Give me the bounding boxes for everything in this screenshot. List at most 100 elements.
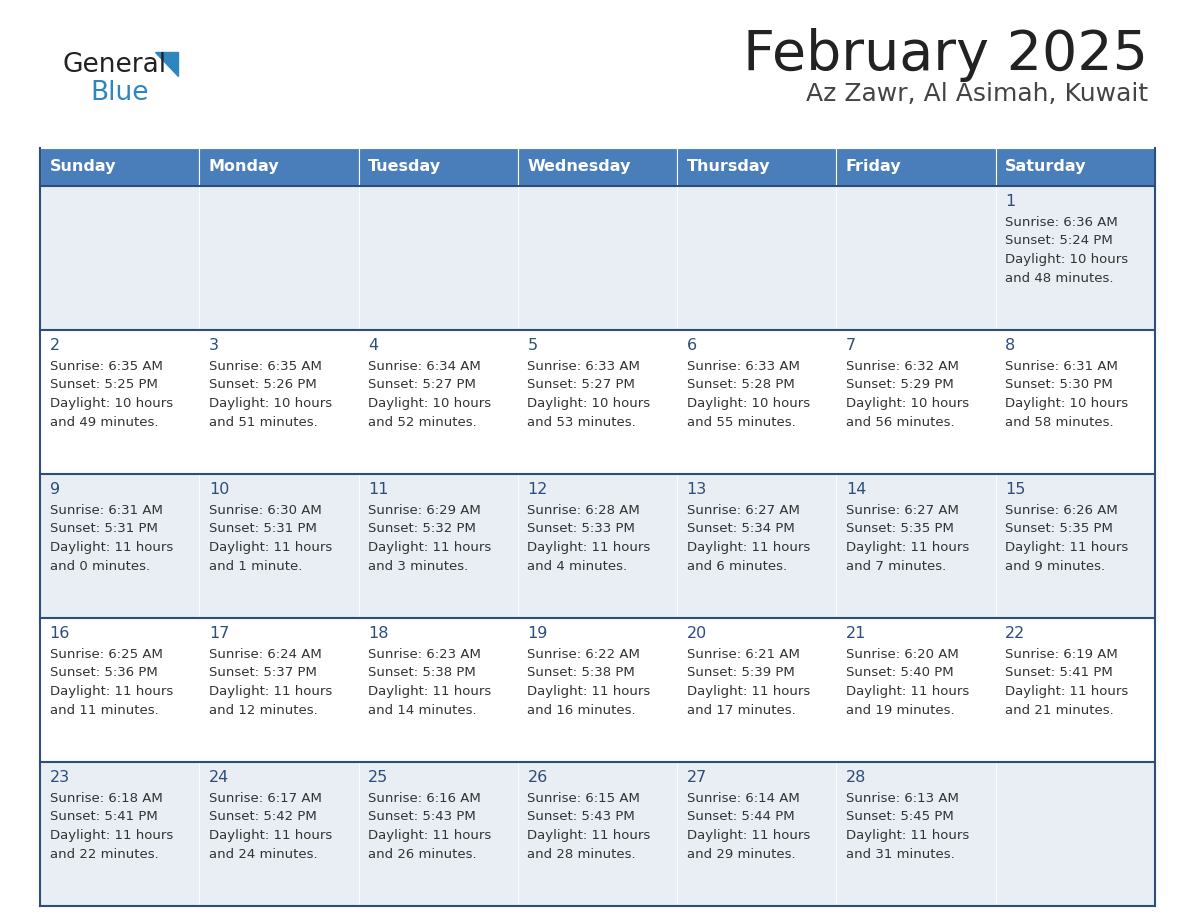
Text: 4: 4 <box>368 338 378 353</box>
Text: Sunrise: 6:31 AM
Sunset: 5:30 PM
Daylight: 10 hours
and 58 minutes.: Sunrise: 6:31 AM Sunset: 5:30 PM Dayligh… <box>1005 360 1129 429</box>
Text: 28: 28 <box>846 770 866 785</box>
Text: Sunrise: 6:26 AM
Sunset: 5:35 PM
Daylight: 11 hours
and 9 minutes.: Sunrise: 6:26 AM Sunset: 5:35 PM Dayligh… <box>1005 504 1129 573</box>
Text: Blue: Blue <box>90 80 148 106</box>
Text: Sunrise: 6:35 AM
Sunset: 5:25 PM
Daylight: 10 hours
and 49 minutes.: Sunrise: 6:35 AM Sunset: 5:25 PM Dayligh… <box>50 360 172 429</box>
Bar <box>200 186 359 330</box>
Bar <box>836 618 996 762</box>
Text: 26: 26 <box>527 770 548 785</box>
Text: 18: 18 <box>368 626 388 641</box>
Bar <box>996 474 1155 618</box>
Text: 2: 2 <box>50 338 59 353</box>
Text: General: General <box>62 52 166 78</box>
Bar <box>200 148 359 186</box>
Bar <box>40 618 200 762</box>
Bar <box>200 762 359 906</box>
Text: Sunrise: 6:30 AM
Sunset: 5:31 PM
Daylight: 11 hours
and 1 minute.: Sunrise: 6:30 AM Sunset: 5:31 PM Dayligh… <box>209 504 333 573</box>
Text: Sunrise: 6:32 AM
Sunset: 5:29 PM
Daylight: 10 hours
and 56 minutes.: Sunrise: 6:32 AM Sunset: 5:29 PM Dayligh… <box>846 360 969 429</box>
Text: 14: 14 <box>846 482 866 497</box>
Text: 20: 20 <box>687 626 707 641</box>
Bar <box>836 186 996 330</box>
Text: Sunrise: 6:24 AM
Sunset: 5:37 PM
Daylight: 11 hours
and 12 minutes.: Sunrise: 6:24 AM Sunset: 5:37 PM Dayligh… <box>209 648 333 717</box>
Polygon shape <box>154 52 178 76</box>
Text: Sunrise: 6:17 AM
Sunset: 5:42 PM
Daylight: 11 hours
and 24 minutes.: Sunrise: 6:17 AM Sunset: 5:42 PM Dayligh… <box>209 792 333 860</box>
Text: Sunrise: 6:20 AM
Sunset: 5:40 PM
Daylight: 11 hours
and 19 minutes.: Sunrise: 6:20 AM Sunset: 5:40 PM Dayligh… <box>846 648 969 717</box>
Bar <box>518 762 677 906</box>
Bar <box>518 330 677 474</box>
Text: Thursday: Thursday <box>687 160 770 174</box>
Bar <box>677 148 836 186</box>
Text: Wednesday: Wednesday <box>527 160 631 174</box>
Bar <box>40 474 200 618</box>
Text: Sunrise: 6:33 AM
Sunset: 5:28 PM
Daylight: 10 hours
and 55 minutes.: Sunrise: 6:33 AM Sunset: 5:28 PM Dayligh… <box>687 360 810 429</box>
Bar <box>677 186 836 330</box>
Bar <box>40 148 200 186</box>
Bar <box>677 618 836 762</box>
Text: Sunrise: 6:28 AM
Sunset: 5:33 PM
Daylight: 11 hours
and 4 minutes.: Sunrise: 6:28 AM Sunset: 5:33 PM Dayligh… <box>527 504 651 573</box>
Bar <box>359 148 518 186</box>
Text: Az Zawr, Al Asimah, Kuwait: Az Zawr, Al Asimah, Kuwait <box>805 82 1148 106</box>
Text: 5: 5 <box>527 338 537 353</box>
Bar <box>359 474 518 618</box>
Bar <box>40 186 200 330</box>
Text: Sunrise: 6:15 AM
Sunset: 5:43 PM
Daylight: 11 hours
and 28 minutes.: Sunrise: 6:15 AM Sunset: 5:43 PM Dayligh… <box>527 792 651 860</box>
Bar <box>836 148 996 186</box>
Bar <box>518 148 677 186</box>
Text: Sunrise: 6:14 AM
Sunset: 5:44 PM
Daylight: 11 hours
and 29 minutes.: Sunrise: 6:14 AM Sunset: 5:44 PM Dayligh… <box>687 792 810 860</box>
Text: 27: 27 <box>687 770 707 785</box>
Text: 23: 23 <box>50 770 70 785</box>
Text: 12: 12 <box>527 482 548 497</box>
Text: Sunrise: 6:18 AM
Sunset: 5:41 PM
Daylight: 11 hours
and 22 minutes.: Sunrise: 6:18 AM Sunset: 5:41 PM Dayligh… <box>50 792 172 860</box>
Bar <box>200 618 359 762</box>
Text: 10: 10 <box>209 482 229 497</box>
Text: 22: 22 <box>1005 626 1025 641</box>
Bar <box>677 474 836 618</box>
Text: 13: 13 <box>687 482 707 497</box>
Text: 8: 8 <box>1005 338 1016 353</box>
Text: Sunrise: 6:21 AM
Sunset: 5:39 PM
Daylight: 11 hours
and 17 minutes.: Sunrise: 6:21 AM Sunset: 5:39 PM Dayligh… <box>687 648 810 717</box>
Text: 9: 9 <box>50 482 59 497</box>
Bar <box>40 330 200 474</box>
Text: 3: 3 <box>209 338 219 353</box>
Bar <box>359 618 518 762</box>
Bar <box>677 762 836 906</box>
Text: 11: 11 <box>368 482 388 497</box>
Text: 7: 7 <box>846 338 857 353</box>
Bar <box>996 148 1155 186</box>
Bar <box>359 330 518 474</box>
Text: Sunrise: 6:16 AM
Sunset: 5:43 PM
Daylight: 11 hours
and 26 minutes.: Sunrise: 6:16 AM Sunset: 5:43 PM Dayligh… <box>368 792 492 860</box>
Text: 1: 1 <box>1005 194 1016 209</box>
Text: 25: 25 <box>368 770 388 785</box>
Bar <box>40 762 200 906</box>
Text: Sunrise: 6:29 AM
Sunset: 5:32 PM
Daylight: 11 hours
and 3 minutes.: Sunrise: 6:29 AM Sunset: 5:32 PM Dayligh… <box>368 504 492 573</box>
Bar <box>677 330 836 474</box>
Text: 17: 17 <box>209 626 229 641</box>
Text: Sunrise: 6:34 AM
Sunset: 5:27 PM
Daylight: 10 hours
and 52 minutes.: Sunrise: 6:34 AM Sunset: 5:27 PM Dayligh… <box>368 360 492 429</box>
Text: 24: 24 <box>209 770 229 785</box>
Text: Sunrise: 6:25 AM
Sunset: 5:36 PM
Daylight: 11 hours
and 11 minutes.: Sunrise: 6:25 AM Sunset: 5:36 PM Dayligh… <box>50 648 172 717</box>
Text: Saturday: Saturday <box>1005 160 1087 174</box>
Text: Sunrise: 6:27 AM
Sunset: 5:34 PM
Daylight: 11 hours
and 6 minutes.: Sunrise: 6:27 AM Sunset: 5:34 PM Dayligh… <box>687 504 810 573</box>
Text: Tuesday: Tuesday <box>368 160 441 174</box>
Text: 6: 6 <box>687 338 697 353</box>
Bar <box>359 186 518 330</box>
Bar <box>200 474 359 618</box>
Text: Sunrise: 6:35 AM
Sunset: 5:26 PM
Daylight: 10 hours
and 51 minutes.: Sunrise: 6:35 AM Sunset: 5:26 PM Dayligh… <box>209 360 331 429</box>
Text: 15: 15 <box>1005 482 1025 497</box>
Text: Sunrise: 6:33 AM
Sunset: 5:27 PM
Daylight: 10 hours
and 53 minutes.: Sunrise: 6:33 AM Sunset: 5:27 PM Dayligh… <box>527 360 651 429</box>
Bar <box>836 762 996 906</box>
Text: Monday: Monday <box>209 160 279 174</box>
Text: Sunrise: 6:27 AM
Sunset: 5:35 PM
Daylight: 11 hours
and 7 minutes.: Sunrise: 6:27 AM Sunset: 5:35 PM Dayligh… <box>846 504 969 573</box>
Text: 16: 16 <box>50 626 70 641</box>
Text: 21: 21 <box>846 626 866 641</box>
Bar <box>996 330 1155 474</box>
Bar <box>996 186 1155 330</box>
Text: Sunday: Sunday <box>50 160 116 174</box>
Bar <box>996 762 1155 906</box>
Bar <box>200 330 359 474</box>
Bar <box>518 618 677 762</box>
Text: 19: 19 <box>527 626 548 641</box>
Bar <box>359 762 518 906</box>
Text: Sunrise: 6:22 AM
Sunset: 5:38 PM
Daylight: 11 hours
and 16 minutes.: Sunrise: 6:22 AM Sunset: 5:38 PM Dayligh… <box>527 648 651 717</box>
Bar <box>836 330 996 474</box>
Text: Sunrise: 6:31 AM
Sunset: 5:31 PM
Daylight: 11 hours
and 0 minutes.: Sunrise: 6:31 AM Sunset: 5:31 PM Dayligh… <box>50 504 172 573</box>
